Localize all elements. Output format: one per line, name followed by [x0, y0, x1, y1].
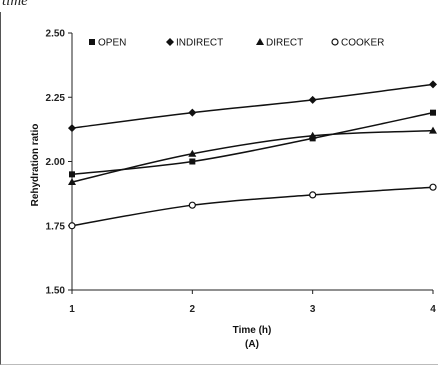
legend-label-direct: DIRECT: [266, 38, 303, 49]
legend-label-open: OPEN: [98, 38, 126, 49]
y-tick-label: 1.75: [46, 221, 66, 232]
data-point-direct: [68, 178, 76, 186]
data-point-cooker: [188, 201, 196, 209]
legend-label-indirect: INDIRECT: [176, 38, 223, 49]
data-point-indirect: [68, 124, 76, 133]
series-line-direct: [71, 129, 434, 183]
data-point-direct: [188, 149, 197, 157]
y-tick-label: 2.00: [46, 157, 66, 168]
x-axis-label: Time (h): [233, 325, 272, 336]
series-line-cooker: [71, 186, 434, 227]
y-tick-label: 2.25: [46, 93, 66, 104]
x-tick-label: 1: [69, 304, 75, 315]
y-tick-label: 2.50: [46, 29, 66, 40]
x-tick-label: 3: [310, 304, 316, 315]
data-point-open: [430, 109, 436, 116]
series-line-indirect: [71, 83, 434, 129]
data-point-cooker: [429, 183, 437, 191]
y-axis-label: Rehydration ratio: [30, 124, 41, 207]
legend-marker-direct: [256, 38, 264, 45]
legend-marker-indirect: [166, 38, 174, 46]
data-point-open: [189, 158, 196, 165]
data-point-indirect: [429, 80, 437, 89]
data-point-direct: [308, 131, 317, 139]
axes: [71, 33, 433, 291]
panel-label: (A): [245, 339, 259, 350]
data-point-cooker: [309, 191, 317, 199]
top-caption: time: [2, 0, 28, 9]
data-point-direct: [429, 126, 437, 134]
x-tick-label: 4: [430, 304, 436, 315]
legend-marker-cooker: [331, 38, 339, 46]
y-tick-label: 1.50: [46, 286, 66, 297]
data-point-indirect: [188, 108, 197, 117]
legend-label-cooker: COOKER: [341, 38, 384, 49]
legend-marker-open: [89, 39, 95, 45]
data-point-indirect: [308, 95, 317, 104]
data-point-cooker: [68, 222, 76, 230]
x-tick-label: 2: [190, 304, 196, 315]
data-point-open: [69, 171, 75, 178]
